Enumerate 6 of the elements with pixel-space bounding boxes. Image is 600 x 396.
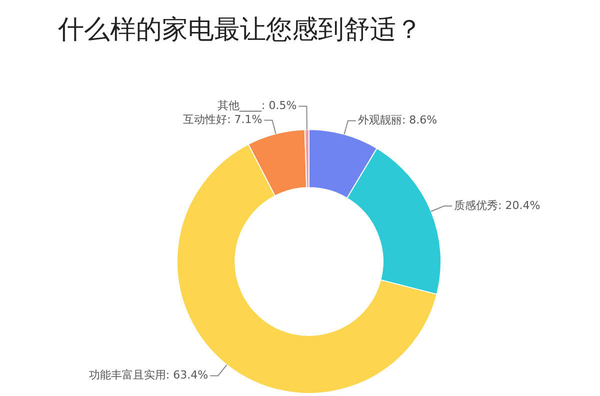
slice-label: 质感优秀: 20.4% — [454, 198, 540, 212]
chart-title: 什么样的家电最让您感到舒适？ — [58, 14, 422, 47]
slice-label: 功能丰富且实用: 63.4% — [88, 368, 208, 382]
slice-label: 外观靓丽: 8.6% — [358, 114, 438, 127]
slice-label: 互动性好: 7.1% — [183, 113, 262, 126]
slice-label: 其他____: 0.5% — [218, 99, 297, 112]
